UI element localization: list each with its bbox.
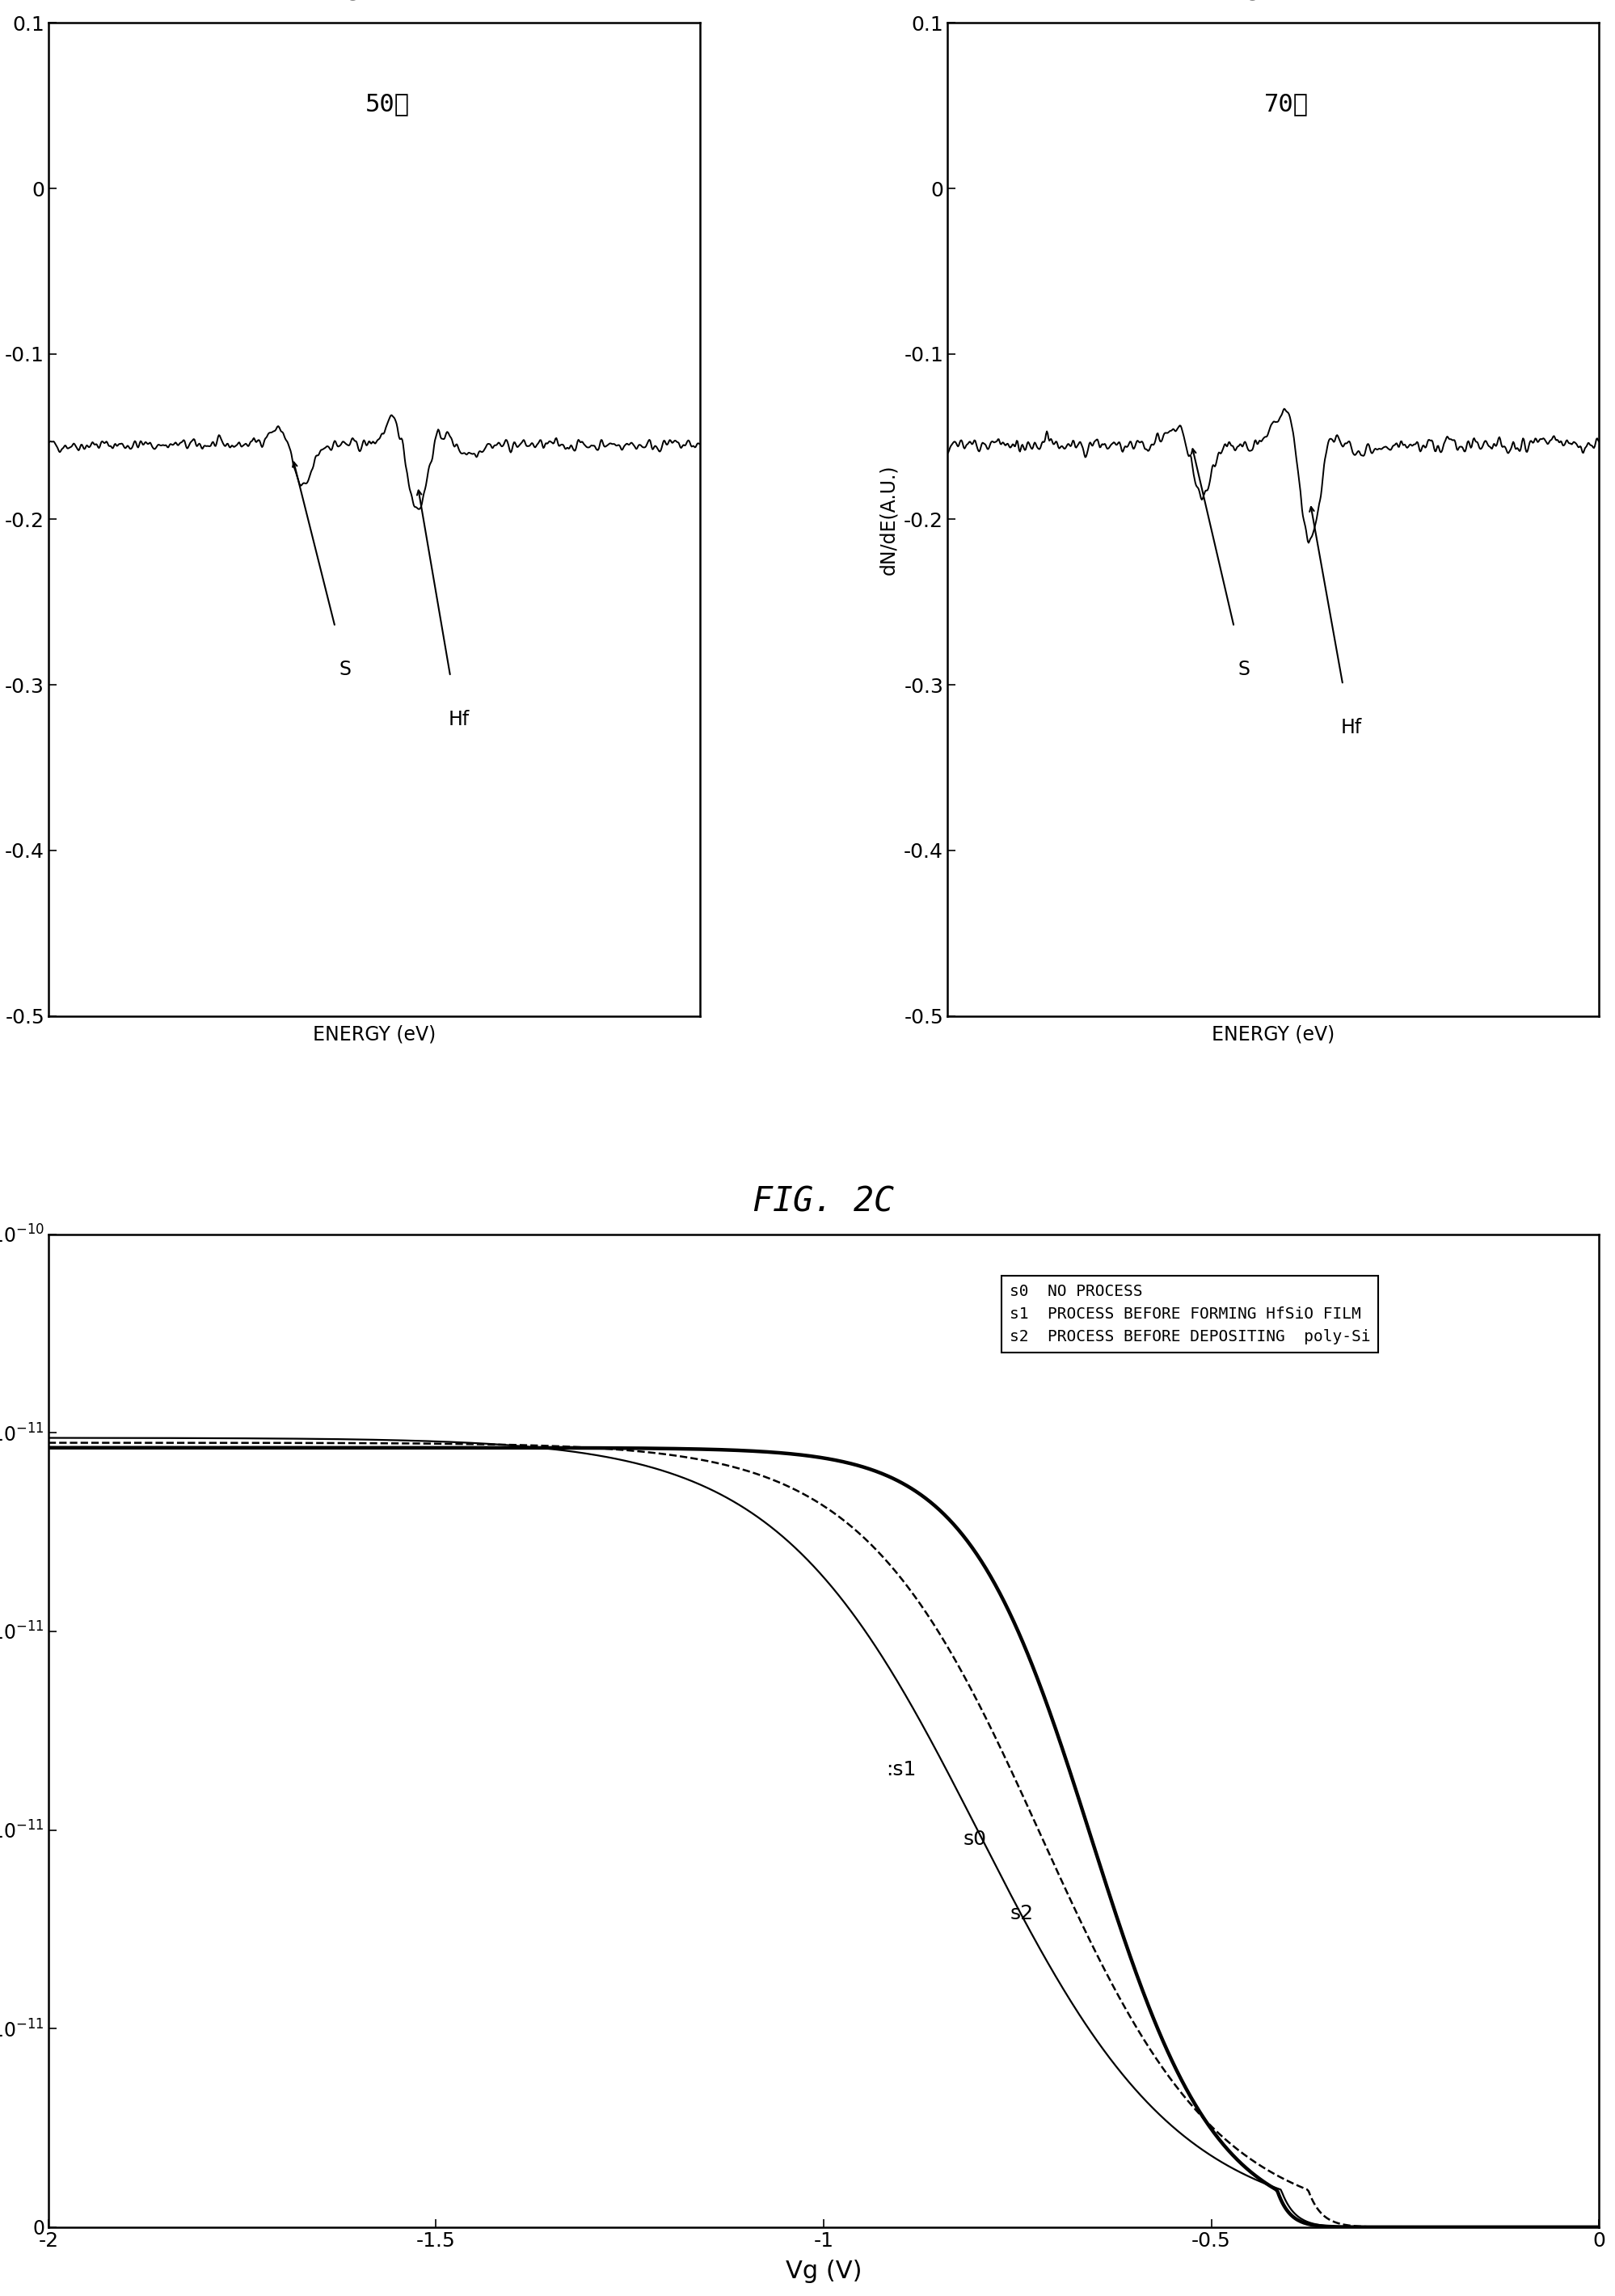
X-axis label: ENERGY (eV): ENERGY (eV) bbox=[1211, 1024, 1334, 1045]
Title: FIG. 2B: FIG. 2B bbox=[1203, 0, 1344, 7]
Text: :s1: :s1 bbox=[885, 1761, 916, 1779]
Text: s2: s2 bbox=[1009, 1903, 1034, 1924]
Title: FIG. 2A: FIG. 2A bbox=[304, 0, 444, 7]
Y-axis label: dN/dE(A.U.): dN/dE(A.U.) bbox=[879, 464, 898, 574]
Text: 70℃: 70℃ bbox=[1265, 92, 1308, 115]
Text: s0  NO PROCESS
s1  PROCESS BEFORE FORMING HfSiO FILM
s2  PROCESS BEFORE DEPOSITI: s0 NO PROCESS s1 PROCESS BEFORE FORMING … bbox=[1009, 1283, 1371, 1345]
Text: S: S bbox=[1237, 659, 1250, 680]
Title: FIG. 2C: FIG. 2C bbox=[753, 1185, 895, 1219]
Text: Hf: Hf bbox=[1340, 719, 1361, 737]
Text: 50℃: 50℃ bbox=[365, 92, 410, 115]
X-axis label: Vg (V): Vg (V) bbox=[785, 2259, 862, 2282]
X-axis label: ENERGY (eV): ENERGY (eV) bbox=[313, 1024, 436, 1045]
Text: S: S bbox=[339, 659, 350, 680]
Text: s0: s0 bbox=[963, 1830, 987, 1848]
Text: Hf: Hf bbox=[449, 709, 470, 730]
